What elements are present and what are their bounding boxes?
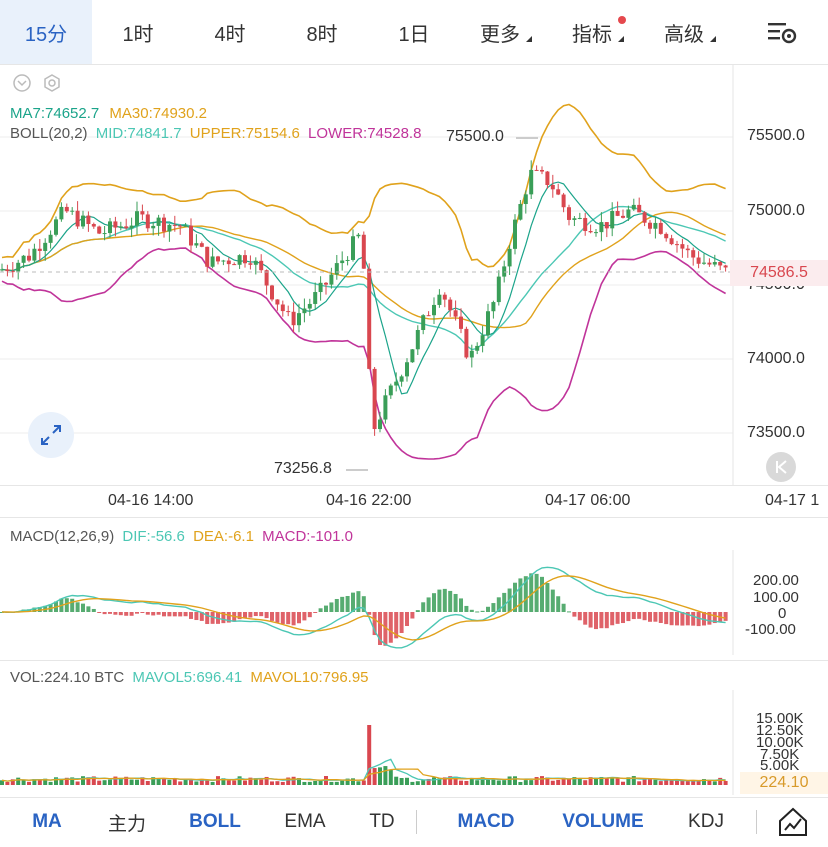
macd-tick: 100.00: [753, 589, 799, 606]
tab-indicators[interactable]: 指标: [572, 23, 612, 46]
macd-title: MACD(12,26,9): [10, 528, 115, 545]
divider: [0, 517, 828, 518]
tab-more[interactable]: 更多: [480, 23, 520, 46]
ma30-value: MA30:74930.2: [109, 105, 207, 122]
tab-4h[interactable]: 4时: [214, 23, 246, 46]
macd-tick: -100.00: [745, 621, 796, 638]
notification-dot: [618, 16, 626, 24]
scroll-to-latest-icon[interactable]: [766, 452, 796, 482]
boll-lower-value: LOWER:74528.8: [308, 125, 422, 142]
indicator-bar: MA 主力 BOLL EMA TD MACD VOLUME KDJ: [0, 797, 828, 847]
divider: [0, 64, 828, 65]
volume-tick: 15.00K: [756, 710, 804, 727]
boll-upper-value: UPPER:75154.6: [189, 125, 300, 142]
fullscreen-icon[interactable]: [28, 412, 74, 458]
tab-15m[interactable]: 15分: [0, 0, 92, 64]
indicator-macd[interactable]: MACD: [457, 811, 515, 832]
macd-tick: 0: [778, 605, 787, 622]
separator: [756, 810, 757, 834]
mavol5-value: MAVOL5:696.41: [132, 669, 243, 686]
vol-title: VOL:224.10 BTC: [10, 669, 125, 686]
indicator-boll[interactable]: BOLL: [189, 811, 241, 832]
boll-mid-value: MID:74841.7: [95, 125, 182, 142]
time-label: 04-17 06:00: [545, 492, 631, 509]
time-label: 04-16 14:00: [108, 492, 194, 509]
high-marker-line: [516, 137, 538, 139]
low-price-marker: 73256.8: [274, 460, 332, 477]
divider: [0, 660, 828, 661]
indicator-td[interactable]: TD: [369, 811, 395, 832]
tab-1h[interactable]: 1时: [122, 23, 154, 46]
time-label: 04-17 1: [765, 492, 820, 509]
volume-last-tag: 224.10: [740, 772, 828, 794]
price-tick: 75000.0: [747, 202, 805, 219]
price-tick: 73500.0: [747, 424, 805, 441]
corner-triangle-icon: [618, 36, 624, 42]
divider: [0, 797, 828, 798]
divider: [0, 485, 828, 486]
main-chart-area[interactable]: [0, 65, 828, 485]
boll-label: BOLL(20,2): [10, 125, 88, 142]
settings-gear-icon[interactable]: [42, 73, 62, 93]
corner-triangle-icon: [710, 36, 716, 42]
price-tick: 75500.0: [747, 127, 805, 144]
drawing-tool-icon[interactable]: [776, 805, 810, 839]
timeframe-tabs: 15分 1时 4时 8时 1日 更多 指标 高级: [0, 0, 828, 64]
indicator-kdj[interactable]: KDJ: [688, 811, 724, 832]
corner-triangle-icon: [526, 36, 532, 42]
volume-tick: 7.50K: [760, 746, 800, 763]
volume-chart[interactable]: [0, 690, 828, 795]
macd-value: MACD:-101.0: [262, 528, 353, 545]
tab-advanced[interactable]: 高级: [664, 23, 704, 46]
price-tick: 74000.0: [747, 350, 805, 367]
volume-tick: 5.00K: [760, 757, 800, 774]
low-marker-line: [346, 469, 368, 471]
indicator-ma[interactable]: MA: [32, 811, 62, 832]
macd-tick: 200.00: [753, 572, 799, 589]
mavol10-value: MAVOL10:796.95: [250, 669, 369, 686]
time-label: 04-16 22:00: [326, 492, 412, 509]
macd-dea: DEA:-6.1: [193, 528, 254, 545]
last-price-tag: 74586.5: [730, 260, 828, 286]
chart-settings-icon[interactable]: [760, 16, 800, 50]
indicator-main-force[interactable]: 主力: [107, 813, 146, 835]
separator: [416, 810, 417, 834]
volume-tick: 10.00K: [756, 734, 804, 751]
volume-tick: 12.50K: [756, 722, 804, 739]
collapse-icon[interactable]: [12, 73, 32, 93]
ma7-value: MA7:74652.7: [10, 105, 100, 122]
tab-8h[interactable]: 8时: [306, 23, 338, 46]
high-price-marker: 75500.0: [446, 128, 504, 145]
macd-chart[interactable]: [0, 550, 828, 655]
tab-1d[interactable]: 1日: [398, 23, 430, 46]
indicator-ema[interactable]: EMA: [284, 811, 326, 832]
indicator-volume[interactable]: VOLUME: [562, 811, 644, 832]
macd-dif: DIF:-56.6: [122, 528, 185, 545]
